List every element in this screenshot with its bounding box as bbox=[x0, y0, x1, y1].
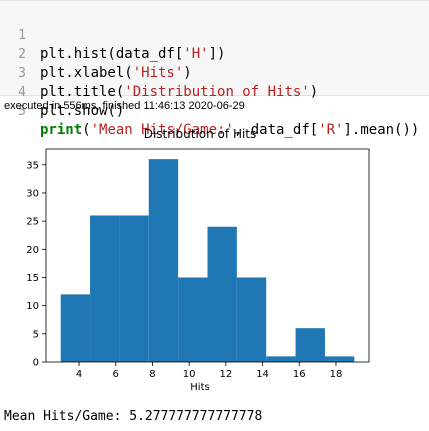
x-tick-label: 10 bbox=[183, 369, 196, 380]
code-text: plt.title( bbox=[40, 84, 124, 100]
y-tick-label: 30 bbox=[26, 188, 39, 199]
cell-output: Mean Hits/Game: 5.277777777777778 bbox=[4, 409, 262, 424]
x-tick-label: 16 bbox=[293, 369, 306, 380]
histogram-bar bbox=[61, 294, 90, 362]
code-text: ) bbox=[183, 65, 191, 81]
histogram-bar bbox=[296, 328, 325, 362]
histogram-chart: Distribution of Hits 4 6 8 10 12 14 16 18 0 5 10 1… bbox=[0, 120, 429, 395]
x-axis-label: Hits bbox=[190, 382, 209, 393]
x-tick-label: 8 bbox=[149, 369, 155, 380]
histogram-bar bbox=[266, 356, 295, 362]
histogram-bar bbox=[178, 277, 207, 362]
x-tick-label: 12 bbox=[219, 369, 232, 380]
x-tick-label: 6 bbox=[113, 369, 119, 380]
code-line-2: 2 plt.xlabel('Hits') bbox=[0, 26, 34, 45]
code-string: 'H' bbox=[183, 46, 208, 62]
y-tick-label: 10 bbox=[26, 301, 39, 312]
code-line-4: 4 plt.show() bbox=[0, 64, 34, 83]
execution-info: executed in 556ms, finished 11:46:13 202… bbox=[4, 100, 245, 112]
bars-group bbox=[61, 159, 355, 362]
y-tick-label: 25 bbox=[26, 217, 39, 228]
code-text: ]) bbox=[209, 46, 226, 62]
x-tick-label: 4 bbox=[76, 369, 82, 380]
histogram-bar bbox=[149, 159, 178, 362]
code-text: plt.hist(data_df[ bbox=[40, 46, 183, 62]
y-tick-label: 35 bbox=[26, 160, 39, 171]
y-tick-label: 15 bbox=[26, 273, 39, 284]
code-string: 'Hits' bbox=[133, 65, 184, 81]
y-tick-label: 0 bbox=[33, 358, 39, 369]
chart-title: Distribution of Hits bbox=[144, 127, 257, 141]
code-cell[interactable]: 1 plt.hist(data_df['H']) 2 plt.xlabel('H… bbox=[0, 0, 429, 96]
histogram-bar bbox=[90, 215, 119, 362]
y-tick-label: 5 bbox=[33, 329, 39, 340]
x-tick-label: 18 bbox=[330, 369, 343, 380]
histogram-bar bbox=[208, 227, 237, 362]
code-text: ) bbox=[310, 84, 318, 100]
x-tick-label: 14 bbox=[256, 369, 269, 380]
code-text: plt.xlabel( bbox=[40, 65, 133, 81]
histogram-bar bbox=[237, 277, 266, 362]
code-line-3: 3 plt.title('Distribution of Hits') bbox=[0, 45, 34, 64]
y-tick-label: 20 bbox=[26, 245, 39, 256]
y-axis: 0 5 10 15 20 25 30 35 bbox=[26, 160, 46, 368]
code-string: 'Distribution of Hits' bbox=[124, 84, 309, 100]
histogram-bar bbox=[325, 356, 354, 362]
x-axis: 4 6 8 10 12 14 16 18 bbox=[76, 362, 342, 380]
histogram-bar bbox=[119, 215, 148, 362]
code-line-1: 1 plt.hist(data_df['H']) bbox=[0, 7, 34, 26]
